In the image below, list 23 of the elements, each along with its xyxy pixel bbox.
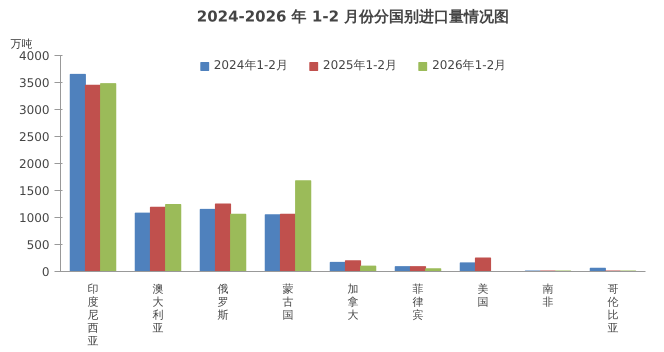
x-tick-label: 南非 <box>542 282 554 308</box>
legend-label: 2025年1-2月 <box>322 57 398 74</box>
x-tick-label: 美国 <box>478 282 488 308</box>
x-tick-label: 澳大利亚 <box>152 282 164 334</box>
y-tick-label: 2000 <box>18 157 50 171</box>
y-tick-label: 3500 <box>18 76 50 90</box>
x-tick-label: 蒙古国 <box>282 282 294 322</box>
y-tick-label: 2500 <box>18 130 50 144</box>
chart-title: 2024-2026 年 1-2 月份分国别进口量情况图 <box>196 8 510 26</box>
y-tick-label: 500 <box>26 238 50 252</box>
y-tick-label: 1500 <box>18 184 50 198</box>
y-tick-label: 1000 <box>18 211 50 225</box>
legend-label: 2026年1-2月 <box>432 57 506 74</box>
x-tick-label: 菲律宾 <box>412 282 424 322</box>
legend-label: 2024年1-2月 <box>214 57 288 74</box>
x-tick-label: 俄罗斯 <box>218 282 228 322</box>
y-axis-title: 万吨 <box>10 38 32 50</box>
x-tick-label: 印度尼西亚 <box>88 282 98 348</box>
y-tick-label: 0 <box>42 265 50 279</box>
y-tick-label: 3000 <box>18 103 50 117</box>
x-tick-label: 哥伦比亚 <box>608 282 618 334</box>
x-tick-label: 加拿大 <box>348 282 358 322</box>
y-tick-label: 4000 <box>18 49 50 63</box>
